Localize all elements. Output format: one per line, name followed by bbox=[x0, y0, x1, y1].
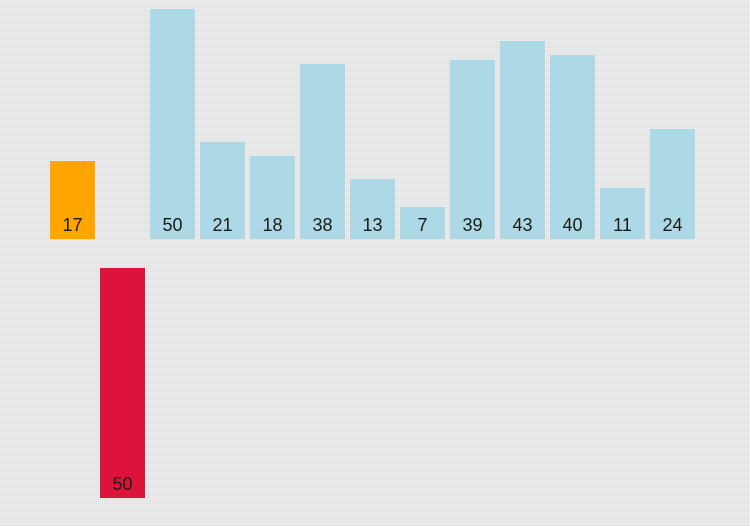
key-bar: 17 bbox=[50, 160, 95, 239]
bar-value-label: 24 bbox=[662, 214, 683, 235]
bar-value-label: 50 bbox=[162, 215, 183, 235]
bar-value-label: 11 bbox=[613, 214, 632, 235]
bar-value-label: 38 bbox=[312, 214, 333, 235]
array-bar: 50 bbox=[150, 9, 195, 239]
array-bar: 24 bbox=[650, 128, 695, 239]
array-bar: 21 bbox=[200, 142, 245, 239]
bar-value-label: 7 bbox=[417, 214, 428, 235]
bar-value-label: 21 bbox=[212, 214, 233, 235]
array-bar: 43 bbox=[500, 41, 545, 239]
array-bar: 18 bbox=[250, 156, 295, 239]
array-bar: 40 bbox=[550, 55, 595, 239]
bar-value-label: 18 bbox=[262, 214, 283, 235]
bar-value-label: 40 bbox=[562, 215, 583, 235]
bar-value-label: 17 bbox=[62, 214, 83, 235]
array-bar: 11 bbox=[600, 188, 645, 239]
bar-value-label: 13 bbox=[362, 214, 383, 235]
array-bar: 7 bbox=[400, 206, 445, 239]
bar-value-label: 50 bbox=[112, 474, 133, 494]
compare-bar: 50 bbox=[100, 268, 145, 498]
bar-value-label: 43 bbox=[512, 214, 533, 235]
bar-value-label: 39 bbox=[462, 214, 483, 235]
array-bar: 39 bbox=[450, 59, 495, 239]
array-bar: 38 bbox=[300, 64, 345, 239]
array-bar: 13 bbox=[350, 179, 395, 239]
